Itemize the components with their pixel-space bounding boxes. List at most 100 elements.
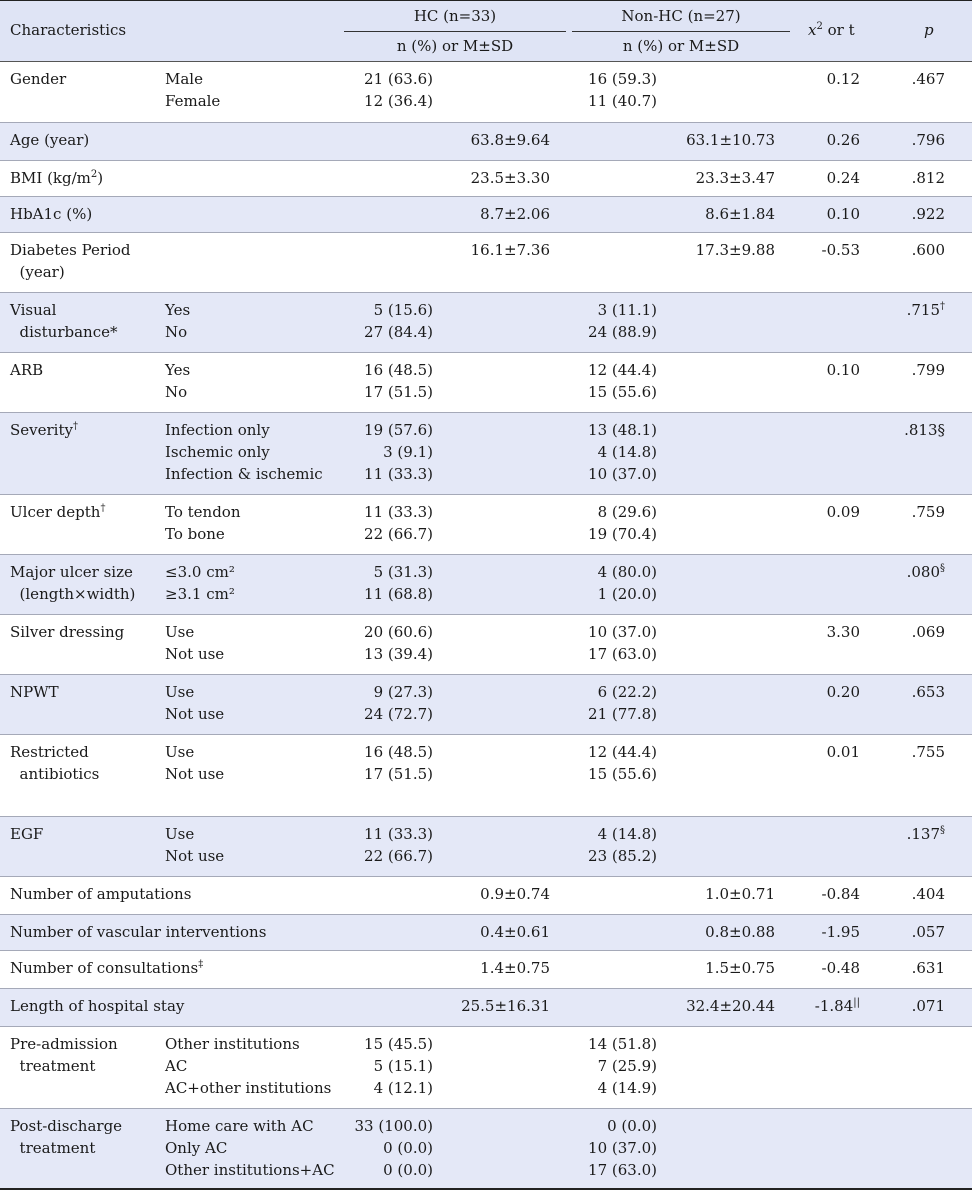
row-characteristic: Post-discharge treatment	[10, 1117, 123, 1157]
row-x2-statistic: -1.84||	[814, 997, 860, 1015]
row-subcategory-line: Female	[165, 92, 221, 110]
row-characteristic: Pre-admission treatment	[10, 1035, 118, 1075]
row-p-value: .755	[911, 743, 945, 761]
row-nonhc-mean-sd: 1.0±0.71	[705, 885, 775, 903]
row-hc-value: 5 (31.3) 11 (68.8)	[330, 561, 433, 605]
row-subcategory-line: Home care with AC	[165, 1117, 314, 1135]
row-characteristic: Number of amputations	[10, 885, 192, 903]
header-hc-group: HC (n=33)	[413, 7, 497, 25]
row-subcategory-line: Infection & ischemic	[165, 465, 323, 483]
row-nonhc-value-line: 10 (37.0)	[588, 1139, 657, 1157]
row-subcategory: Use Not use	[165, 621, 224, 665]
row-nonhc-value-line: 3 (11.1)	[597, 301, 657, 319]
row-subcategory-line: Yes	[165, 361, 191, 379]
row-nonhc-value-line: 6 (22.2)	[597, 683, 657, 701]
row-x2-statistic: -1.95	[821, 923, 860, 941]
row-p-value: .057	[911, 923, 945, 941]
row-nonhc-value-line: 21 (77.8)	[588, 705, 657, 723]
row-subcategory: Home care with AC Only AC Other institutio…	[165, 1115, 335, 1181]
row-nonhc-mean-sd: 1.5±0.75	[705, 959, 775, 977]
row-subcategory-line: Not use	[165, 645, 225, 663]
row-hc-mean-sd: 16.1±7.36	[470, 241, 550, 259]
row-subcategory-line: Not use	[165, 765, 225, 783]
row-nonhc-value-line: 24 (88.9)	[588, 323, 657, 341]
row-p-value: .404	[911, 885, 945, 903]
row-x2-statistic: 0.26	[826, 131, 860, 149]
row-p-value: .812	[911, 169, 945, 187]
row-nonhc-value: 4 (80.0) 1 (20.0)	[560, 561, 657, 605]
row-nonhc-value: 6 (22.2) 21 (77.8)	[560, 681, 657, 725]
table-row: Silver dressing Use Not use 20 (60.6) 13 (39…	[0, 614, 972, 674]
row-subcategory-line: ≤3.0 cm²	[165, 563, 235, 581]
row-nonhc-value-line: 4 (14.8)	[597, 825, 657, 843]
row-subcategory: To tendon To bone	[165, 501, 241, 545]
header-hc-rule	[344, 31, 566, 32]
row-hc-value-line: 11 (68.8)	[364, 585, 433, 603]
row-p-value: .069	[911, 623, 945, 641]
row-hc-value-line: 22 (66.7)	[364, 847, 433, 865]
row-subcategory-line: Other institutions+AC	[165, 1161, 335, 1179]
row-x2-statistic: 0.20	[826, 683, 860, 701]
row-nonhc-value: 10 (37.0) 17 (63.0)	[560, 621, 657, 665]
row-characteristic: Gender	[10, 70, 67, 88]
row-characteristic: Number of consultations‡	[10, 959, 204, 977]
row-characteristic: Ulcer depth†	[10, 503, 106, 521]
row-hc-value-line: 5 (31.3)	[373, 563, 433, 581]
row-hc-value-line: 5 (15.1)	[373, 1057, 433, 1075]
row-nonhc-value-line: 7 (25.9)	[597, 1057, 657, 1075]
row-characteristic: BMI (kg/m2)	[10, 169, 104, 187]
row-nonhc-mean-sd: 32.4±20.44	[686, 997, 775, 1015]
row-x2-statistic: 0.10	[826, 361, 860, 379]
row-hc-mean-sd: 0.4±0.61	[480, 923, 550, 941]
row-hc-value-line: 17 (51.5)	[364, 383, 433, 401]
table-row: Number of consultations‡ 1.4±0.75 1.5±0.75…	[0, 950, 972, 988]
header-x2: x2 or t	[808, 21, 855, 39]
table-row: ARB Yes No 16 (48.5) 17 (51.5) 12 (44.4) 15 (5…	[0, 352, 972, 412]
row-subcategory-line: Only AC	[165, 1139, 228, 1157]
header-characteristics: Characteristics	[10, 21, 127, 39]
row-characteristic: Restricted antibiotics	[10, 743, 100, 783]
header-nonhc-rule	[572, 31, 790, 32]
row-x2-statistic: -0.84	[821, 885, 860, 903]
row-nonhc-value-line: 15 (55.6)	[588, 383, 657, 401]
row-subcategory-line: Yes	[165, 301, 191, 319]
row-nonhc-mean-sd: 17.3±9.88	[695, 241, 775, 259]
row-subcategory: Use Not use	[165, 823, 224, 867]
row-subcategory-line: AC+other institutions	[165, 1079, 332, 1097]
row-hc-value-line: 17 (51.5)	[364, 765, 433, 783]
row-hc-mean-sd: 23.5±3.30	[470, 169, 550, 187]
row-nonhc-value: 8 (29.6) 19 (70.4)	[560, 501, 657, 545]
row-subcategory-line: Not use	[165, 847, 225, 865]
row-characteristic: HbA1c (%)	[10, 205, 93, 223]
row-nonhc-value: 12 (44.4) 15 (55.6)	[560, 741, 657, 785]
row-nonhc-value-line: 17 (63.0)	[588, 645, 657, 663]
row-subcategory-line: Use	[165, 683, 195, 701]
row-subcategory: Infection only Ischemic only Infection & i…	[165, 419, 323, 485]
row-p-value: .799	[911, 361, 945, 379]
row-subcategory: Use Not use	[165, 681, 224, 725]
row-nonhc-value-line: 10 (37.0)	[588, 465, 657, 483]
row-nonhc-value-line: 15 (55.6)	[588, 765, 657, 783]
row-x2-statistic: 0.01	[826, 743, 860, 761]
row-hc-value-line: 4 (12.1)	[373, 1079, 433, 1097]
row-nonhc-value-line: 16 (59.3)	[588, 70, 657, 88]
row-subcategory: Use Not use	[165, 741, 224, 785]
row-subcategory: Other institutions AC AC+other institution…	[165, 1033, 331, 1099]
row-hc-value-line: 33 (100.0)	[354, 1117, 433, 1135]
row-characteristic: Visual disturbance*	[10, 301, 118, 341]
row-nonhc-value-line: 4 (80.0)	[597, 563, 657, 581]
row-hc-value: 20 (60.6) 13 (39.4)	[330, 621, 433, 665]
row-hc-value: 15 (45.5) 5 (15.1) 4 (12.1)	[330, 1033, 433, 1099]
table-row: Major ulcer size (length×width) ≤3.0 cm² ≥…	[0, 554, 972, 614]
row-hc-value-line: 3 (9.1)	[383, 443, 433, 461]
row-characteristic: Severity†	[10, 421, 78, 439]
row-subcategory-line: Infection only	[165, 421, 270, 439]
row-hc-value-line: 15 (45.5)	[364, 1035, 433, 1053]
row-characteristic: Diabetes Period (year)	[10, 241, 131, 281]
row-characteristic: EGF	[10, 825, 44, 843]
row-hc-value-line: 11 (33.3)	[364, 825, 433, 843]
row-hc-mean-sd: 1.4±0.75	[480, 959, 550, 977]
table-row: Number of amputations 0.9±0.74 1.0±0.71 -0.…	[0, 876, 972, 914]
row-characteristic: NPWT	[10, 683, 59, 701]
row-hc-value-line: 21 (63.6)	[364, 70, 433, 88]
